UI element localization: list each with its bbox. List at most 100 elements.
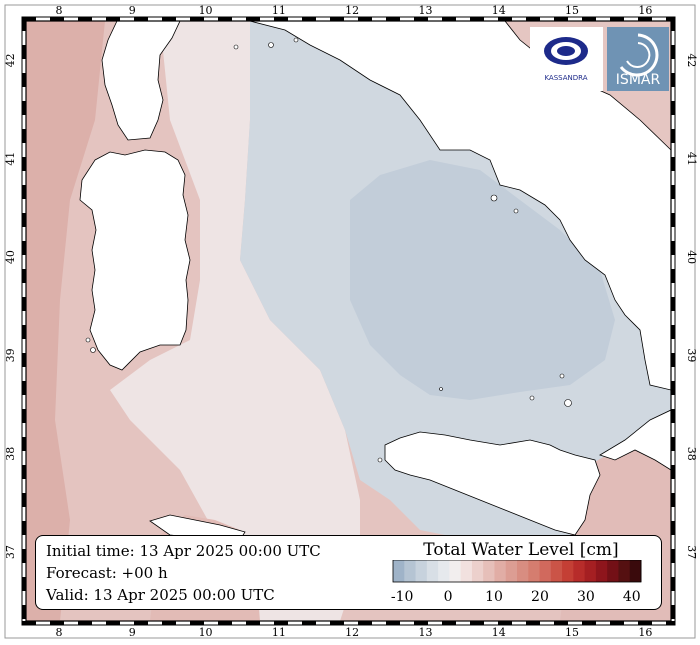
map-frame — [25, 20, 672, 622]
frame-tick — [78, 621, 92, 625]
longitude-label: 11 — [272, 626, 286, 639]
valid-time: Valid: 13 Apr 2025 00:00 UTC — [46, 586, 275, 604]
longitude-label: 13 — [418, 626, 432, 639]
frame-tick — [134, 17, 148, 21]
colorbar-swatch — [471, 560, 484, 582]
frame-tick — [22, 129, 26, 143]
colorbar-swatch — [505, 560, 518, 582]
longitude-label: 12 — [345, 4, 359, 17]
frame-tick — [671, 549, 675, 563]
frame-tick — [302, 17, 316, 21]
latitude-label: 37 — [685, 545, 698, 559]
frame-tick — [22, 45, 26, 59]
frame-tick — [22, 101, 26, 115]
longitude-label: 10 — [199, 4, 213, 17]
longitude-label: 8 — [55, 626, 62, 639]
forecast-hour: Forecast: +00 h — [46, 564, 168, 582]
island — [233, 44, 239, 50]
frame-tick — [22, 465, 26, 479]
frame-tick — [671, 409, 675, 423]
longitude-label: 14 — [492, 4, 506, 17]
frame-tick — [671, 45, 675, 59]
colorbar-tick-label: 0 — [444, 589, 453, 605]
colorbar-swatch — [393, 560, 405, 582]
frame-tick — [190, 621, 204, 625]
frame-tick — [671, 493, 675, 507]
frame-tick — [246, 17, 260, 21]
frame-tick — [610, 621, 624, 625]
map-outer-frame — [21, 16, 676, 626]
frame-tick — [470, 17, 484, 21]
colorbar-swatch — [629, 560, 642, 582]
frame-tick — [582, 17, 596, 21]
sea-field-west-band — [26, 21, 105, 621]
frame-tick — [330, 621, 344, 625]
colorbar-swatch — [449, 560, 462, 582]
frame-tick — [671, 381, 675, 395]
frame-tick — [358, 621, 372, 625]
frame-tick — [134, 621, 148, 625]
frame-tick — [162, 17, 176, 21]
logo-icon: KASSANDRA — [544, 37, 588, 82]
frame-tick — [666, 17, 675, 21]
longitude-label: 10 — [199, 626, 213, 639]
frame-tick — [50, 17, 64, 21]
latitude-label: 41 — [4, 152, 17, 166]
frame-tick — [498, 17, 512, 21]
corsica-land — [101, 21, 181, 141]
italy-land — [249, 21, 671, 391]
ismar-logo-text: ISMAR — [616, 72, 661, 88]
colorbar-swatch — [539, 560, 552, 582]
frame-tick — [671, 269, 675, 283]
frame-tick — [78, 17, 92, 21]
island — [564, 399, 572, 407]
frame-tick — [162, 621, 176, 625]
frame-tick — [554, 17, 568, 21]
frame-tick — [22, 157, 26, 171]
ismar-logo: ISMAR — [607, 27, 669, 91]
frame-tick — [22, 549, 26, 563]
sardinia-land — [79, 149, 191, 371]
initial-time: Initial time: 13 Apr 2025 00:00 UTC — [46, 542, 321, 560]
frame-tick — [414, 17, 428, 21]
colorbar-swatch — [562, 560, 574, 582]
frame-tick — [638, 17, 652, 21]
colorbar-swatch — [438, 560, 450, 582]
island — [513, 208, 519, 214]
longitude-label: 9 — [129, 626, 136, 639]
frame-tick — [22, 577, 26, 591]
frame-tick — [106, 17, 120, 21]
colorbar-swatch — [517, 560, 529, 582]
latitude-label: 40 — [4, 250, 17, 264]
colorbar-swatch — [483, 560, 495, 582]
frame-tick — [671, 17, 675, 31]
frame-tick — [671, 353, 675, 367]
colorbar-swatch — [426, 560, 439, 582]
colorbar-outline — [392, 560, 642, 583]
frame-tick — [246, 621, 260, 625]
frame-tick — [218, 17, 232, 21]
frame-tick — [638, 621, 652, 625]
frame-tick — [671, 157, 675, 171]
latitude-label: 40 — [685, 250, 698, 264]
longitude-label: 16 — [638, 626, 652, 639]
frame-tick — [442, 621, 456, 625]
frame-tick — [386, 621, 400, 625]
frame-tick — [22, 325, 26, 339]
frame-tick — [22, 409, 26, 423]
frame-tick — [274, 621, 288, 625]
frame-tick — [190, 17, 204, 21]
frame-tick — [671, 101, 675, 115]
frame-tick — [50, 621, 64, 625]
colorbar-tick-label: 10 — [485, 589, 503, 605]
figure-border — [4, 4, 696, 639]
sea-field-negative-core — [350, 160, 615, 400]
frame-tick — [671, 437, 675, 451]
colorbar-swatch — [404, 560, 417, 582]
frame-tick — [671, 213, 675, 227]
latitude-label: 39 — [4, 348, 17, 362]
frame-tick — [671, 129, 675, 143]
frame-tick — [498, 621, 512, 625]
latitude-label: 37 — [4, 545, 17, 559]
frame-tick — [671, 605, 675, 619]
